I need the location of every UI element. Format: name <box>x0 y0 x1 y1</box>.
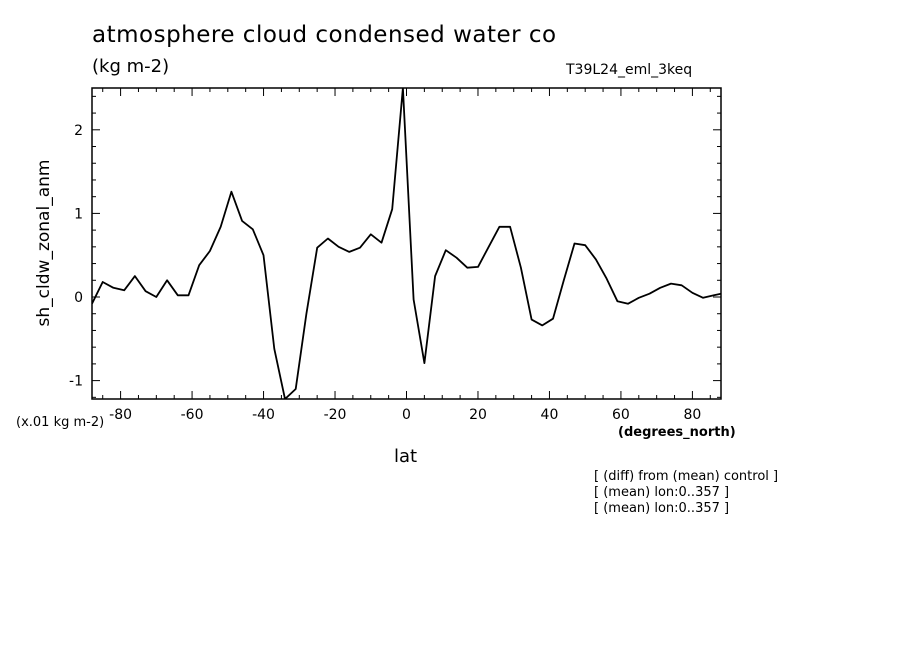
x-tick-label: -60 <box>181 407 204 423</box>
x-tick-label: 20 <box>469 407 487 423</box>
chart-units: (kg m-2) <box>92 56 170 77</box>
y-scale-note: (x.01 kg m-2) <box>16 415 105 430</box>
tick-labels: -80 -60 -40 -20 0 20 40 60 80 -1 0 1 2 <box>69 123 701 423</box>
x-tick-label: 60 <box>612 407 630 423</box>
y-tick-label: -1 <box>69 374 83 390</box>
y-tick-label: 0 <box>74 290 83 306</box>
x-tick-label: 40 <box>541 407 559 423</box>
series-line <box>92 88 721 399</box>
x-tick-label: 0 <box>402 407 411 423</box>
x-tick-label: -80 <box>109 407 132 423</box>
y-tick-label: 2 <box>74 123 83 139</box>
x-tick-label: -40 <box>252 407 275 423</box>
note-line: [ (diff) from (mean) control ] <box>594 469 779 484</box>
run-label: T39L24_eml_3keq <box>566 62 693 78</box>
y-tick-label: 1 <box>74 206 83 222</box>
x-axis-label: lat <box>394 446 418 467</box>
chart-title: atmosphere cloud condensed water co <box>92 22 557 48</box>
x-tick-label: -20 <box>324 407 347 423</box>
note-line: [ (mean) lon:0..357 ] <box>594 501 730 516</box>
x-axis-units: (degrees_north) <box>618 425 736 440</box>
plot-frame <box>91 87 722 400</box>
notes-block: [ (diff) from (mean) control ] [ (mean) … <box>594 469 778 517</box>
x-tick-label: 80 <box>683 407 701 423</box>
note-line: [ (mean) lon:0..357 ] <box>594 485 730 500</box>
axis-ticks <box>92 88 721 399</box>
